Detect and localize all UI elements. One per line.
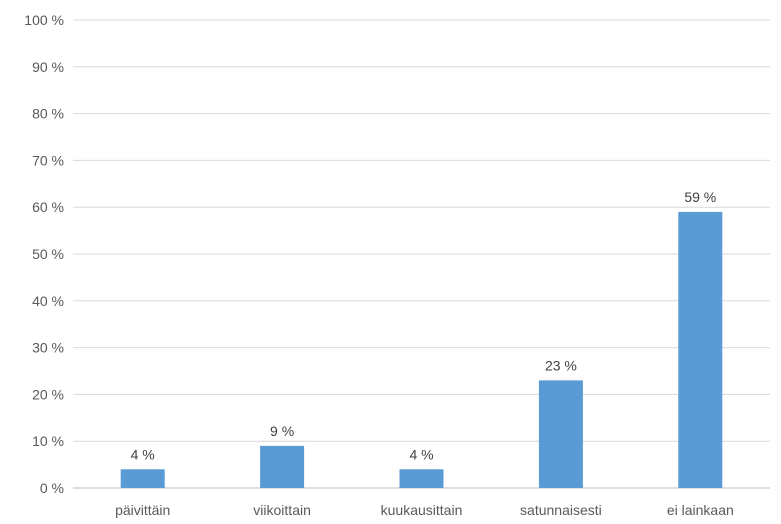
x-tick-label: satunnaisesti <box>520 502 602 518</box>
y-tick-label: 90 % <box>32 59 64 75</box>
x-tick-label: kuukausittain <box>381 502 463 518</box>
y-tick-label: 60 % <box>32 199 64 215</box>
y-tick-label: 100 % <box>24 12 64 28</box>
data-label: 9 % <box>270 423 294 439</box>
x-tick-label: ei lainkaan <box>667 502 734 518</box>
y-tick-label: 20 % <box>32 386 64 402</box>
y-tick-label: 10 % <box>32 433 64 449</box>
x-tick-label: viikoittain <box>253 502 311 518</box>
gridlines <box>73 19 770 489</box>
y-tick-label: 80 % <box>32 106 64 122</box>
bar <box>399 469 444 488</box>
x-axis-tick-labels: päivittäin viikoittain kuukausittain satunn… <box>115 502 734 518</box>
bar <box>678 211 723 488</box>
data-label: 4 % <box>131 446 155 462</box>
data-label: 59 % <box>684 189 716 205</box>
y-tick-label: 40 % <box>32 293 64 309</box>
y-tick-label: 70 % <box>32 152 64 168</box>
bar <box>260 445 305 488</box>
bars <box>120 211 723 488</box>
bar <box>120 469 165 488</box>
x-tick-label: päivittäin <box>115 502 170 518</box>
data-labels: 4 % 9 % 4 % 23 % 59 % <box>131 189 717 462</box>
y-axis-tick-labels: 0 % 10 % 20 % 30 % 40 % 50 % 60 % 70 % 80 % 90 % 1… <box>24 12 64 496</box>
data-label: 4 % <box>409 446 433 462</box>
data-label: 23 % <box>545 357 577 373</box>
bar <box>538 380 583 488</box>
y-tick-label: 0 % <box>40 480 64 496</box>
y-tick-label: 50 % <box>32 246 64 262</box>
y-tick-label: 30 % <box>32 340 64 356</box>
